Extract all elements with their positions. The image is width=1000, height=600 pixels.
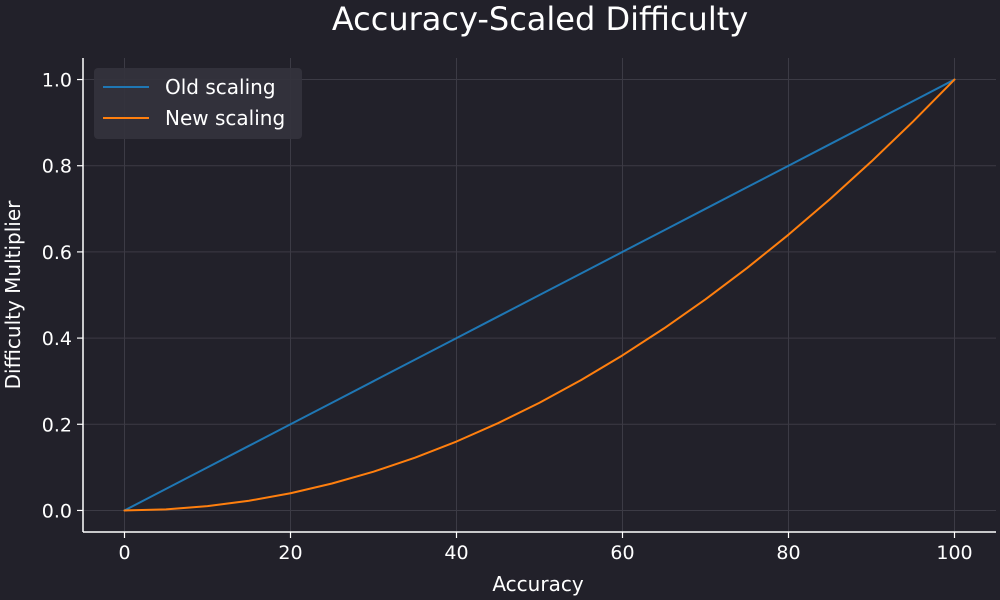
x-tick-label-5: 100 <box>936 542 972 564</box>
legend: Old scaling New scaling <box>94 68 302 139</box>
y-ticks: 0.0 0.2 0.4 0.6 0.8 1.0 <box>42 70 83 522</box>
y-axis-label: Difficulty Multiplier <box>1 200 25 390</box>
chart-title: Accuracy-Scaled Difficulty <box>332 0 748 38</box>
y-tick-label-4: 0.8 <box>42 156 72 178</box>
y-tick-label-2: 0.4 <box>42 328 72 350</box>
x-tick-label-2: 40 <box>444 542 468 564</box>
legend-label-old-scaling: Old scaling <box>165 75 276 99</box>
y-tick-label-0: 0.0 <box>42 500 72 522</box>
axes <box>82 58 996 533</box>
y-tick-label-3: 0.6 <box>42 242 72 264</box>
x-tick-label-3: 60 <box>610 542 634 564</box>
series-line-new-scaling <box>123 78 956 512</box>
y-tick-label-1: 0.2 <box>42 414 72 436</box>
x-tick-label-0: 0 <box>118 542 130 564</box>
x-tick-label-1: 20 <box>278 542 302 564</box>
x-axis-label: Accuracy <box>492 572 583 596</box>
series-line-old-scaling <box>123 78 956 512</box>
legend-label-new-scaling: New scaling <box>165 106 285 130</box>
grid <box>83 58 996 532</box>
x-tick-label-4: 80 <box>776 542 800 564</box>
series <box>123 78 956 512</box>
x-ticks: 0 20 40 60 80 100 <box>118 532 973 564</box>
legend-box <box>94 68 302 139</box>
y-tick-label-5: 1.0 <box>42 70 72 92</box>
